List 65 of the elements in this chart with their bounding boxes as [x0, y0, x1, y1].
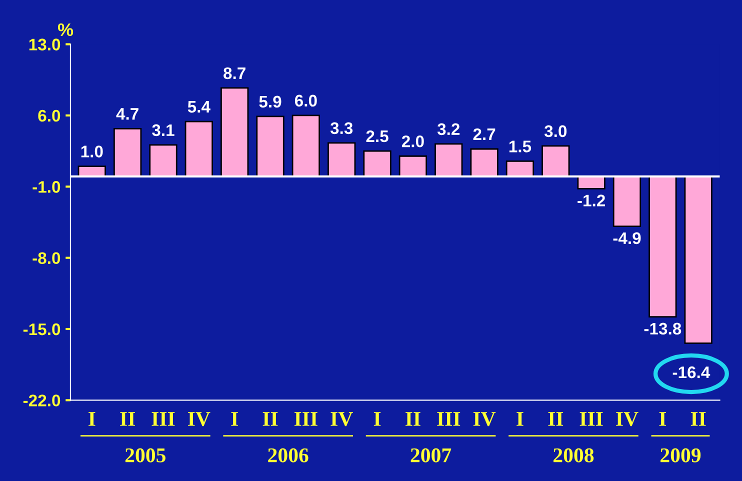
y-tick-label: -15.0: [23, 323, 60, 336]
data-label: 3.1: [152, 124, 174, 136]
text: 2009: [660, 448, 701, 462]
bar: [684, 176, 712, 344]
x-tick-label: III: [437, 412, 460, 426]
data-label: -1.2: [578, 194, 606, 206]
data-label: -16.4: [672, 366, 710, 378]
data-label: 2.7: [473, 128, 496, 140]
data-label: -4.9: [613, 232, 641, 244]
data-label: 5.9: [259, 96, 282, 108]
x-tick-label: IV: [473, 412, 496, 426]
bar: [149, 144, 178, 178]
x-tick-label: III: [152, 412, 175, 426]
bar: [256, 116, 284, 178]
y-tick-label: 13.0: [29, 38, 60, 50]
x-tick-label: I: [231, 412, 238, 426]
data-label: -13.8: [644, 322, 682, 335]
data-label: 3.2: [437, 123, 460, 136]
bar: [113, 128, 142, 178]
y-tick-label: -1.0: [32, 181, 60, 193]
data-label: 1.0: [81, 146, 103, 158]
bar: [470, 148, 498, 178]
text: 2005: [125, 448, 166, 462]
bar: [328, 142, 356, 178]
y-tick-label: 6.0: [38, 110, 60, 122]
data-label: 3.0: [544, 125, 567, 138]
bar: [184, 120, 213, 178]
x-tick-label: II: [262, 412, 278, 426]
x-tick-label: I: [516, 412, 524, 426]
bar: [363, 150, 392, 178]
x-tick-label: II: [406, 412, 420, 426]
data-label: 5.4: [188, 101, 210, 113]
bar: [542, 145, 570, 178]
data-label: 1.5: [509, 140, 532, 152]
x-tick-label: II: [690, 412, 706, 426]
x-tick-label: IV: [330, 412, 353, 426]
y-tick-label: -22.0: [23, 394, 60, 406]
x-tick-label: III: [580, 412, 603, 426]
x-tick-label: II: [120, 412, 135, 426]
data-label: 4.7: [116, 108, 138, 120]
bar: [434, 143, 463, 178]
bar: [612, 176, 642, 227]
bar: [220, 87, 249, 178]
text: 2008: [554, 448, 594, 462]
x-tick-label: I: [374, 412, 381, 426]
bar: [292, 114, 320, 178]
data-label: 8.7: [224, 67, 246, 80]
x-tick-label: III: [294, 412, 318, 426]
text: 2006: [268, 448, 308, 462]
x-tick-label: IV: [188, 412, 210, 426]
y-axis-title: %: [58, 23, 74, 36]
y-tick-label: -8.0: [32, 252, 60, 264]
text: 2007: [410, 448, 452, 462]
x-tick-label: IV: [616, 412, 638, 426]
x-tick-label: I: [88, 412, 96, 426]
bar: [577, 176, 606, 190]
data-label: 2.5: [366, 130, 388, 142]
bar: [506, 160, 534, 178]
data-label: 2.0: [402, 135, 424, 148]
x-tick-label: II: [548, 412, 564, 426]
bar: [398, 155, 428, 178]
x-tick-label: I: [659, 412, 666, 426]
data-label: 6.0: [294, 94, 317, 107]
bar: [648, 176, 677, 318]
data-label: 3.3: [330, 122, 353, 134]
